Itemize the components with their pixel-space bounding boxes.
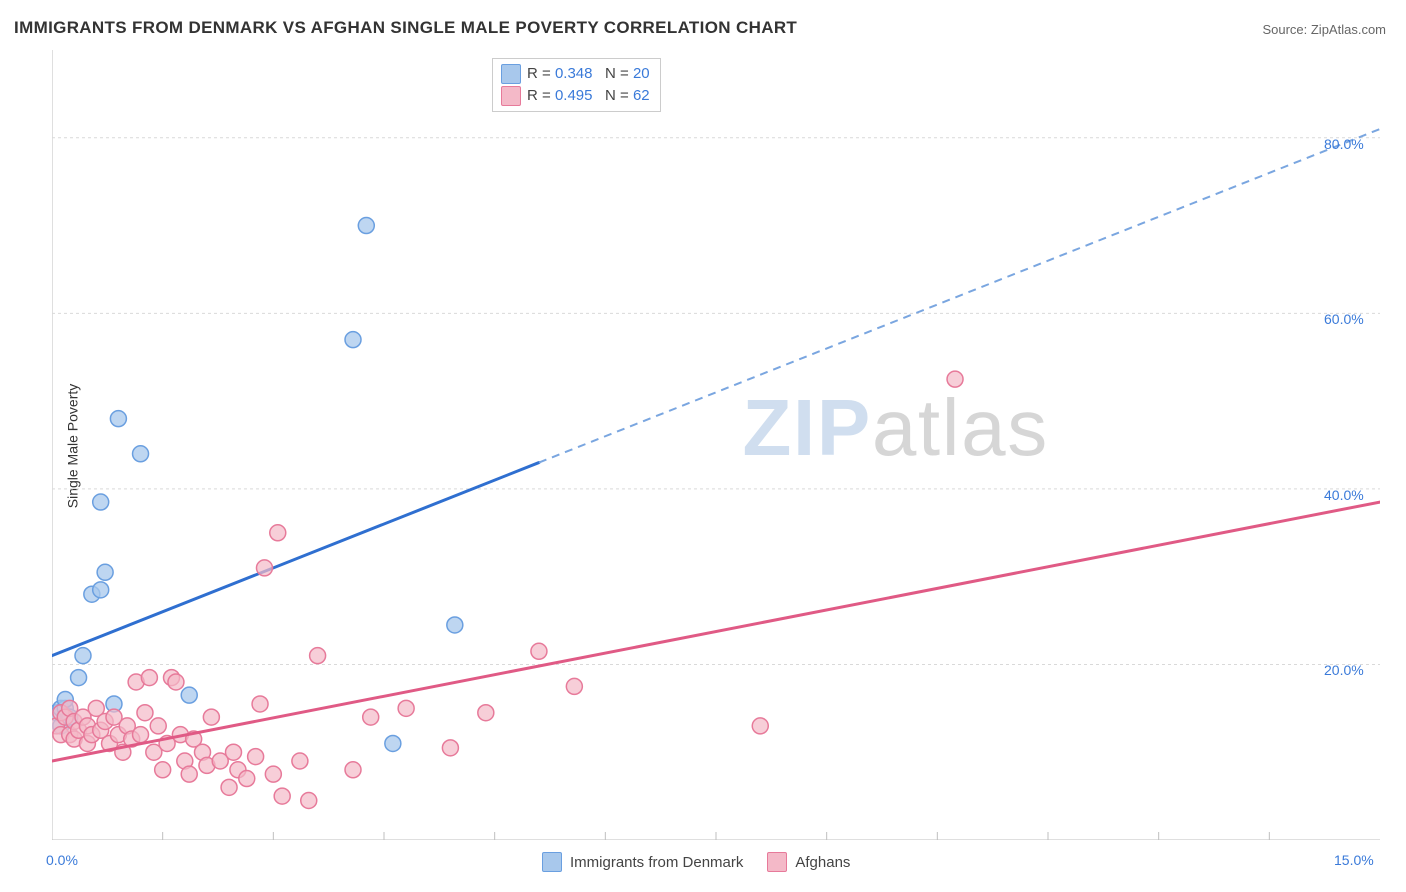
- tick-label: 15.0%: [1334, 852, 1374, 868]
- legend-swatch: [501, 86, 521, 106]
- source-label: Source: ZipAtlas.com: [1262, 22, 1386, 37]
- bottom-legend-item-denmark: Immigrants from Denmark: [542, 852, 743, 872]
- y-tick-label: 40.0%: [1324, 487, 1364, 503]
- stat-legend-row-denmark: R = 0.348 N = 20: [501, 63, 650, 85]
- stat-legend-text: R = 0.348 N = 20: [527, 63, 650, 85]
- y-tick-label: 80.0%: [1324, 136, 1364, 152]
- scatter-chart: [52, 50, 1380, 840]
- y-tick-label: 60.0%: [1324, 311, 1364, 327]
- legend-label: Afghans: [795, 854, 850, 871]
- bottom-legend-item-afghans: Afghans: [767, 852, 850, 872]
- legend-swatch: [501, 64, 521, 84]
- chart-title: IMMIGRANTS FROM DENMARK VS AFGHAN SINGLE…: [14, 18, 797, 38]
- legend-swatch: [542, 852, 562, 872]
- stat-legend-row-afghans: R = 0.495 N = 62: [501, 85, 650, 107]
- legend-label: Immigrants from Denmark: [570, 854, 743, 871]
- correlation-legend: R = 0.348 N = 20R = 0.495 N = 62: [492, 58, 661, 112]
- tick-label: 0.0%: [46, 852, 78, 868]
- series-legend: Immigrants from Denmark Afghans: [542, 852, 850, 872]
- plot-area: ZIPatlas R = 0.348 N = 20R = 0.495 N = 6…: [52, 50, 1380, 840]
- stat-legend-text: R = 0.495 N = 62: [527, 85, 650, 107]
- legend-swatch: [767, 852, 787, 872]
- y-tick-label: 20.0%: [1324, 662, 1364, 678]
